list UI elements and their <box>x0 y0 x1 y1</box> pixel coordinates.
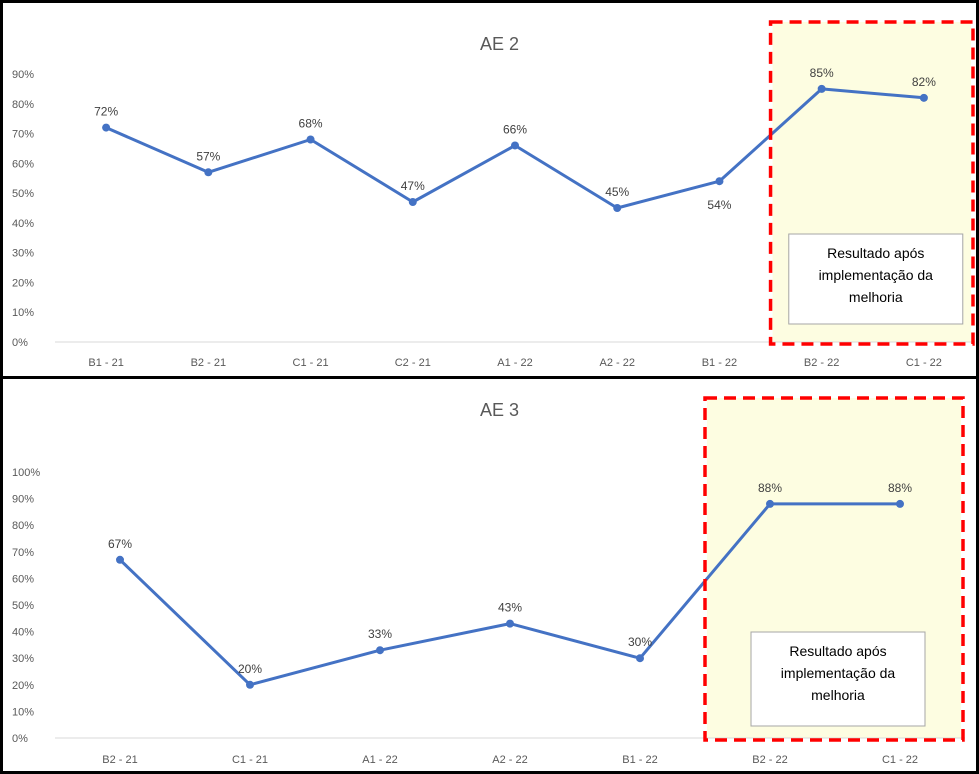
y-tick-label: 80% <box>12 520 34 532</box>
y-tick-label: 90% <box>12 494 34 506</box>
annotation-text: melhoria <box>811 687 865 703</box>
x-tick-label: A2 - 22 <box>599 357 634 369</box>
x-tick-label: B2 - 22 <box>804 357 839 369</box>
data-point <box>896 499 904 508</box>
data-label: 57% <box>196 149 220 163</box>
data-label: 66% <box>503 122 527 136</box>
y-tick-label: 60% <box>12 573 34 585</box>
highlight-border-ae2 <box>768 20 975 346</box>
x-tick-label: C1 - 21 <box>232 754 268 766</box>
data-label: 20% <box>238 662 262 676</box>
y-tick-label: 40% <box>12 627 34 639</box>
y-tick-label: 30% <box>12 653 34 665</box>
x-tick-label: B1 - 21 <box>88 357 123 369</box>
y-tick-label: 80% <box>12 99 34 111</box>
data-label: 54% <box>707 198 731 212</box>
data-point <box>766 499 774 508</box>
data-label: 85% <box>810 66 834 80</box>
data-label: 67% <box>108 537 132 551</box>
y-tick-label: 100% <box>12 467 40 479</box>
data-point <box>715 177 724 186</box>
y-tick-label: 90% <box>12 69 34 81</box>
data-point <box>102 123 111 132</box>
data-label: 72% <box>94 105 118 119</box>
data-point <box>408 198 417 207</box>
highlight-border-ae3 <box>703 396 965 742</box>
data-label: 33% <box>368 627 392 641</box>
data-label: 82% <box>912 75 936 89</box>
y-tick-label: 10% <box>12 307 34 319</box>
data-label: 43% <box>498 601 522 615</box>
x-tick-label: C2 - 21 <box>395 357 431 369</box>
y-tick-label: 20% <box>12 680 34 692</box>
chart-panel-ae3: AE 3 0% 10% 20% 30% 40% 50% 60% 70% 80% 90% 100% B2 … <box>0 376 979 774</box>
y-tick-label: 0% <box>12 337 28 349</box>
x-tick-label: B1 - 22 <box>702 357 737 369</box>
x-tick-label: C1 - 22 <box>882 754 918 766</box>
annotation-text: Resultado após <box>789 643 886 659</box>
data-point <box>204 168 213 177</box>
annotation-box-ae2 <box>788 233 964 325</box>
x-tick-label: C1 - 22 <box>906 357 942 369</box>
y-tick-label: 40% <box>12 218 34 230</box>
data-label: 88% <box>758 481 782 495</box>
y-tick-label: 10% <box>12 706 34 718</box>
annotation-text: implementação da <box>819 267 934 283</box>
y-tick-label: 70% <box>12 129 34 141</box>
x-tick-label: B1 - 22 <box>622 754 657 766</box>
data-point <box>636 654 644 663</box>
data-label: 88% <box>888 481 912 495</box>
data-point <box>817 84 826 93</box>
data-label: 68% <box>299 117 323 131</box>
data-point <box>919 93 928 102</box>
annotation-box-ae3 <box>750 631 926 727</box>
x-tick-label: A1 - 22 <box>362 754 397 766</box>
data-point <box>246 680 254 689</box>
y-tick-label: 70% <box>12 547 34 559</box>
y-tick-label: 0% <box>12 733 28 745</box>
chart-panel-ae2: AE 2 0% 10% 20% 30% 40% 50% 60% 70% 80% 90% B1 - 21… <box>0 0 979 386</box>
y-tick-label: 60% <box>12 158 34 170</box>
annotation-text: melhoria <box>849 289 903 305</box>
data-point <box>511 141 519 150</box>
annotation-text: Resultado após <box>827 245 924 261</box>
y-tick-label: 50% <box>12 188 34 200</box>
y-tick-label: 30% <box>12 248 34 260</box>
chart-ae2: AE 2 0% 10% 20% 30% 40% 50% 60% 70% 80% 90% B1 - 21… <box>0 0 979 386</box>
data-point <box>506 619 514 628</box>
data-point <box>376 646 384 655</box>
data-point <box>306 135 315 144</box>
data-label: 47% <box>401 179 425 193</box>
chart-ae3: AE 3 0% 10% 20% 30% 40% 50% 60% 70% 80% 90% 100% B2 … <box>0 376 979 774</box>
chart-title-ae3: AE 3 <box>480 400 519 420</box>
data-point <box>613 204 622 212</box>
data-label: 30% <box>628 635 652 649</box>
x-tick-label: A2 - 22 <box>492 754 527 766</box>
x-tick-label: C1 - 21 <box>293 357 329 369</box>
x-tick-label: B2 - 22 <box>752 754 787 766</box>
y-tick-label: 20% <box>12 277 34 289</box>
chart-frame-ae3 <box>0 376 979 774</box>
x-tick-label: B2 - 21 <box>191 357 226 369</box>
y-tick-label: 50% <box>12 600 34 612</box>
x-tick-label: B2 - 21 <box>102 754 137 766</box>
data-label: 45% <box>605 185 629 199</box>
annotation-text: implementação da <box>781 665 896 681</box>
data-point <box>116 555 124 564</box>
x-tick-label: A1 - 22 <box>497 357 532 369</box>
chart-title-ae2: AE 2 <box>480 34 519 54</box>
